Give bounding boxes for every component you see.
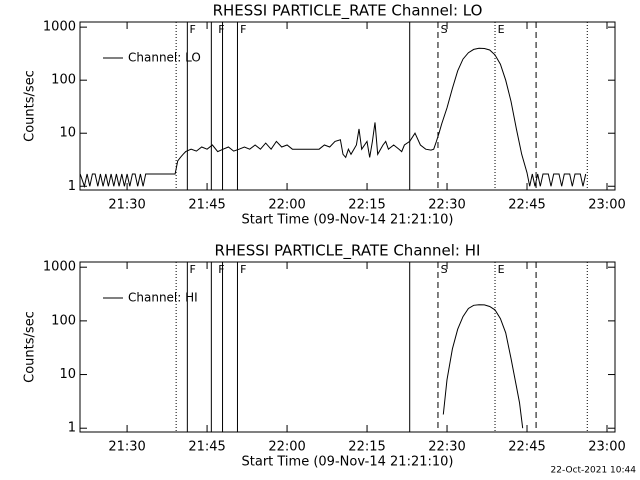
chart-title: RHESSI PARTICLE_RATE Channel: HI [215, 242, 481, 261]
y-tick-label: 1 [68, 421, 76, 436]
data-line [442, 304, 524, 429]
timestamp: 22-Oct-2021 10:44 [551, 466, 637, 476]
x-tick-label: 21:30 [108, 198, 145, 213]
flare-label: E [498, 263, 505, 276]
x-tick-label: 22:00 [268, 198, 305, 213]
y-tick-label: 1000 [43, 260, 76, 275]
legend-label: Channel: LO [128, 51, 201, 65]
plot-frame [79, 261, 616, 433]
x-axis-label: Start Time (09-Nov-14 21:21:10) [242, 455, 454, 470]
x-tick-label: 23:00 [588, 198, 625, 213]
x-tick-label: 22:15 [348, 198, 385, 213]
y-tick-label: 100 [51, 73, 76, 88]
flare-label: S [441, 263, 448, 276]
x-tick-label: 22:45 [508, 440, 545, 455]
y-tick-label: 1 [68, 179, 76, 194]
x-axis-label: Start Time (09-Nov-14 21:21:10) [242, 213, 454, 228]
flare-label: S [441, 23, 448, 36]
legend-label: Channel: HI [128, 291, 198, 305]
x-tick-label: 23:00 [588, 440, 625, 455]
y-axis-label: Counts/sec [23, 311, 38, 383]
flare-label: F [218, 263, 224, 276]
chart-title: RHESSI PARTICLE_RATE Channel: LO [213, 2, 483, 21]
flare-label: F [218, 23, 224, 36]
y-tick-label: 10 [59, 126, 76, 141]
flare-label: F [189, 263, 195, 276]
x-tick-label: 22:30 [428, 440, 465, 455]
y-axis-label: Counts/sec [23, 70, 38, 142]
flare-label: F [240, 23, 246, 36]
x-tick-label: 21:45 [188, 440, 225, 455]
x-tick-label: 22:15 [348, 440, 385, 455]
x-tick-label: 21:30 [108, 440, 145, 455]
flare-label: F [189, 23, 195, 36]
flare-label: E [498, 23, 505, 36]
flare-label: F [240, 263, 246, 276]
x-tick-label: 22:30 [428, 198, 465, 213]
x-tick-label: 21:45 [188, 198, 225, 213]
y-tick-label: 1000 [43, 20, 76, 35]
y-tick-label: 100 [51, 313, 76, 328]
x-tick-label: 22:45 [508, 198, 545, 213]
plot-frame [79, 21, 616, 191]
x-tick-label: 22:00 [268, 440, 305, 455]
y-tick-label: 10 [59, 367, 76, 382]
data-line [79, 47, 587, 189]
